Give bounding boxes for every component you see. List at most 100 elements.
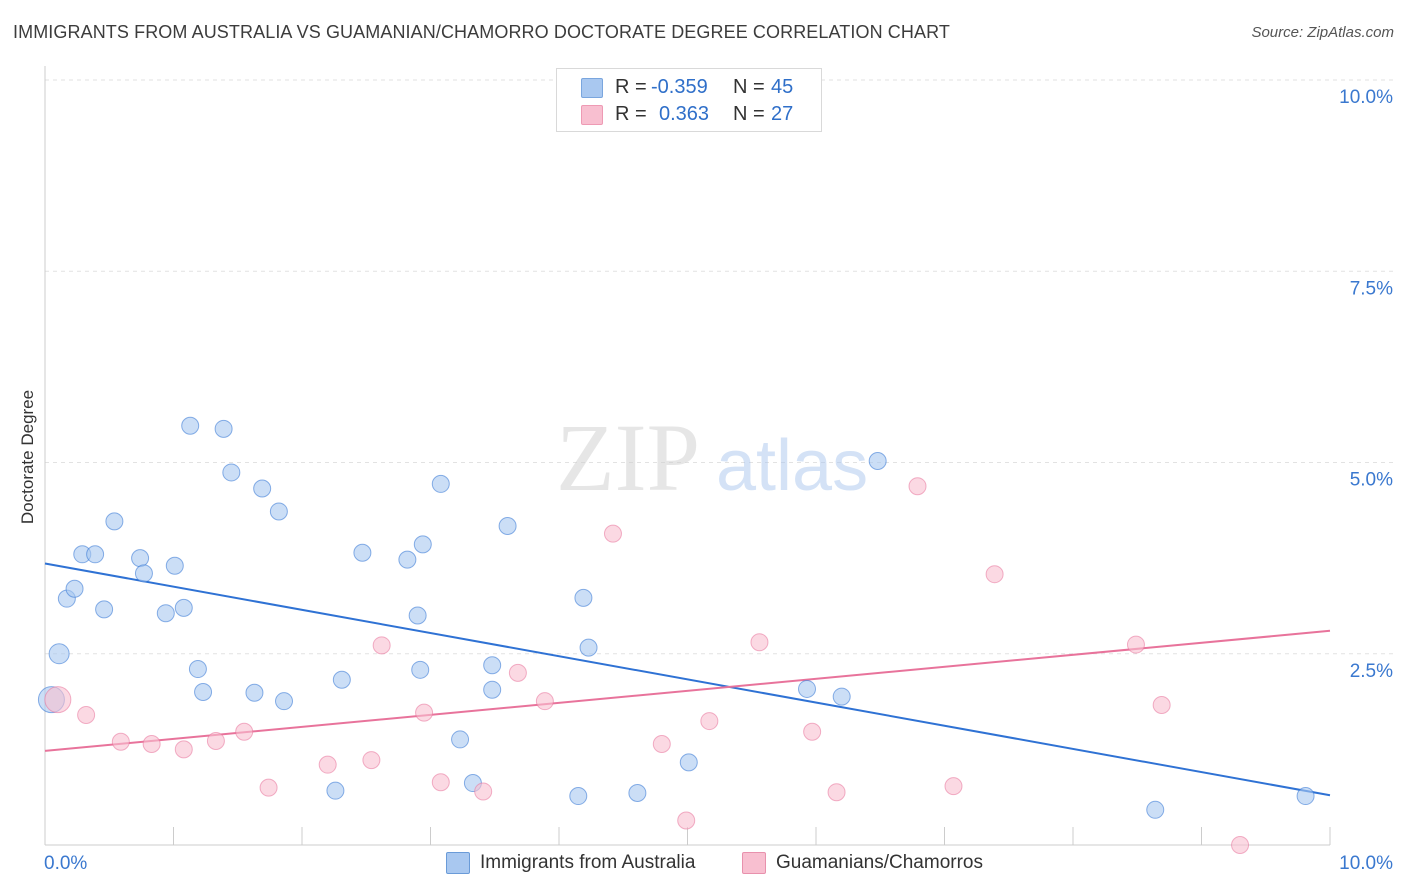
point-guamanian [206,731,225,750]
point-australia [269,502,288,521]
point-australia [131,549,150,568]
watermark-atlas: atlas [716,426,868,506]
point-guamanian [652,735,671,754]
point-australia [326,781,345,800]
swatch-guamanian [581,105,603,125]
r-value: 0.363 [659,102,710,125]
chart-title: IMMIGRANTS FROM AUSTRALIA VS GUAMANIAN/C… [13,22,950,42]
point-guamanian [1126,635,1145,654]
point-guamanian [700,712,719,731]
swatch-australia [581,78,603,98]
point-australia [222,463,241,482]
n-value: 27 [771,102,794,125]
point-guamanian [508,663,527,682]
point-australia [134,564,153,583]
point-australia [156,604,175,623]
trend-line-australia [44,562,1331,797]
point-australia [483,656,502,675]
point-australia [574,588,593,607]
watermark: ZIP atlas [556,404,868,511]
source-note: Source: ZipAtlas.com [1251,24,1394,41]
trend-line-guamanian [44,629,1331,752]
point-australia [1146,800,1165,819]
r-label: R = [615,102,647,125]
axes [44,66,1331,846]
point-australia [253,479,272,498]
legend-swatch-australia [446,852,470,874]
point-australia [413,535,432,554]
point-australia [798,679,817,698]
y-tick-label: 5.0% [1350,470,1393,491]
stats-legend: R = -0.359 N = 45 R = 0.363 N = 27 [556,68,822,132]
point-australia [411,660,430,679]
point-australia [398,550,417,569]
tick-labels: 2.5% 5.0% 7.5% 10.0% 0.0% 10.0% [44,87,1393,874]
legend-item-guamanian[interactable]: Guamanians/Chamorros [742,852,983,874]
series-legend: Immigrants from Australia Guamanians/Cha… [0,852,1406,878]
y-tick-label: 2.5% [1350,661,1393,682]
point-guamanian [803,722,822,741]
point-australia [105,512,124,531]
point-guamanian [474,782,493,801]
point-guamanian [677,811,696,830]
point-guamanian [944,777,963,796]
point-australia [48,643,70,665]
point-guamanian [431,773,450,792]
point-australia [245,683,264,702]
point-australia [95,600,114,619]
point-australia [832,687,851,706]
watermark-zip: ZIP [556,404,700,511]
point-guamanian [174,740,193,759]
point-australia [569,787,588,806]
legend-item-australia[interactable]: Immigrants from Australia [446,852,695,874]
point-australia [579,638,598,657]
trend-lines [44,562,1331,797]
legend-swatch-guamanian [742,852,766,874]
point-australia [451,730,470,749]
data-points [37,416,1315,854]
x-tick-label: 10.0% [1339,853,1393,874]
point-australia [275,692,294,711]
point-australia [174,598,193,617]
point-guamanian [77,705,96,724]
point-australia [431,474,450,493]
point-guamanian [142,735,161,754]
point-guamanian [1152,696,1171,715]
point-guamanian [827,783,846,802]
point-guamanian [235,722,254,741]
point-australia [165,556,184,575]
point-guamanian [44,686,72,714]
point-australia [1296,787,1315,806]
point-guamanian [603,524,622,543]
n-value: 45 [771,75,794,98]
point-australia [86,545,105,564]
point-australia [194,683,213,701]
n-label: N = [733,102,765,125]
legend-label-australia: Immigrants from Australia [480,852,696,873]
x-tick-label: 0.0% [44,853,87,874]
stats-row-australia: R = -0.359 N = 45 [557,74,821,100]
point-australia [214,419,233,438]
grid-lines [45,79,1394,655]
point-australia [353,543,372,562]
y-tick-label: 10.0% [1339,87,1393,108]
point-guamanian [535,692,554,711]
point-australia [868,451,887,470]
point-australia [181,416,200,435]
point-australia [498,516,517,535]
point-australia [408,606,427,625]
point-guamanian [111,732,130,751]
r-label: R = [615,75,647,98]
point-guamanian [259,778,278,797]
point-australia [188,660,207,679]
legend-label-guamanian: Guamanians/Chamorros [776,852,983,873]
point-guamanian [908,477,927,496]
point-guamanian [1231,836,1250,854]
point-australia [628,783,647,802]
point-guamanian [985,565,1004,584]
point-guamanian [372,636,391,655]
point-australia [679,753,698,772]
point-guamanian [318,755,337,774]
r-value: -0.359 [651,75,708,98]
